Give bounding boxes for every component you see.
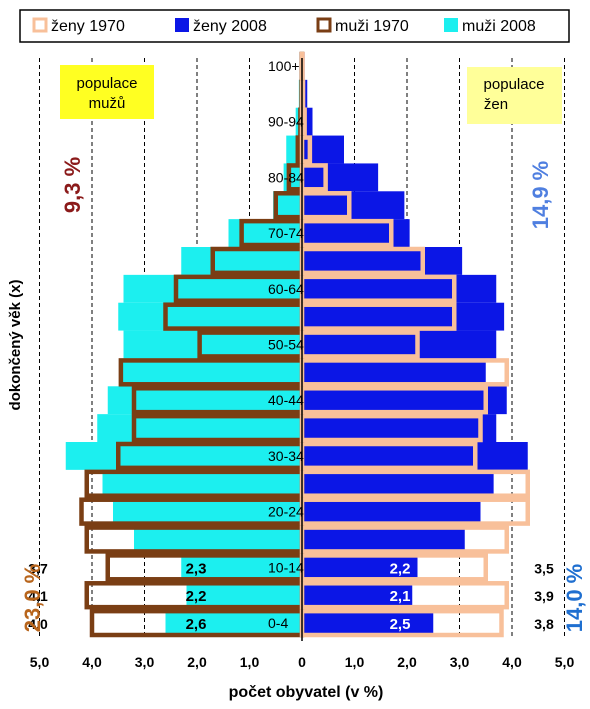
x-tick-label-6: 1,0 <box>345 654 365 670</box>
female-box-line-1: populace <box>484 76 545 93</box>
y-axis-title: dokončený věk (x) <box>7 280 24 411</box>
bar-male-2008-5-9 <box>186 581 302 610</box>
female-box-line-2: žen <box>484 96 508 113</box>
age-label-70-74: 70-74 <box>268 225 304 241</box>
bar-female-2008-50-54 <box>302 330 497 359</box>
bar-male-2008-40-44 <box>107 386 302 415</box>
male-box-line-2: mužů <box>89 95 126 112</box>
label-male-2008-10-14: 2,3 <box>186 560 207 577</box>
age-label-20-24: 20-24 <box>268 504 304 520</box>
bar-female-2008-65-69 <box>302 247 463 275</box>
bar-female-2008-55-59 <box>302 302 505 331</box>
bar-male-2008-35-39 <box>97 414 302 442</box>
data-labels: 2,6 2,2 2,3 4,0 4,1 3,7 2,5 2,1 2,2 3,8 3,9 3,5 <box>28 560 554 633</box>
male-young-percentage: 23,0 % <box>20 564 45 633</box>
x-tick-label-0: 5,0 <box>30 654 50 670</box>
x-tick-label-9: 4,0 <box>502 654 522 670</box>
bar-female-2008-40-44 <box>302 386 507 415</box>
bar-female-2008-25-29 <box>302 469 494 498</box>
bar-female-2008-5-9 <box>302 581 413 610</box>
legend-label-0: ženy 1970 <box>51 18 125 35</box>
label-male-2008-0-4: 2,6 <box>186 616 207 633</box>
x-tick-label-1: 4,0 <box>82 654 102 670</box>
x-tick-label-8: 3,0 <box>450 654 470 670</box>
bar-female-2008-80-84 <box>302 163 379 192</box>
label-male-1970-10-14: 3,7 <box>28 560 48 576</box>
label-male-1970-5-9: 4,1 <box>28 588 48 604</box>
label-female-1970-0-4: 3,8 <box>534 616 554 632</box>
bar-female-2008-10-14 <box>302 553 418 582</box>
age-label-40-44: 40-44 <box>268 392 304 408</box>
bar-female-2008-35-39 <box>302 414 497 442</box>
age-label-60-64: 60-64 <box>268 281 304 297</box>
x-tick-label-2: 3,0 <box>135 654 155 670</box>
female-population-box <box>467 67 562 124</box>
x-axis: 5,0 4,0 3,0 2,0 1,0 0 1,0 2,0 3,0 4,0 5,0 <box>30 654 575 670</box>
legend-swatch-3 <box>444 18 458 32</box>
age-label-80-84: 80-84 <box>268 169 304 185</box>
label-female-2008-10-14: 2,2 <box>390 560 411 577</box>
bar-male-2008-30-34 <box>65 442 302 470</box>
bar-female-2008-45-49 <box>302 358 486 387</box>
legend-items: ženy 1970 ženy 2008 muži 1970 muži 2008 <box>32 17 536 35</box>
bar-female-2008-60-64 <box>302 274 497 303</box>
bar-male-2008-25-29 <box>102 469 302 498</box>
age-label-90-94: 90-94 <box>268 114 304 130</box>
bar-female-2008-90-94 <box>302 107 313 136</box>
label-female-1970-10-14: 3,5 <box>534 560 554 576</box>
age-label-30-34: 30-34 <box>268 448 304 464</box>
age-label-50-54: 50-54 <box>268 337 304 353</box>
bar-female-2008-75-79 <box>302 191 405 220</box>
label-female-2008-5-9: 2,1 <box>390 588 411 605</box>
x-tick-label-5: 0 <box>298 654 306 670</box>
age-label-100+: 100+ <box>268 58 300 74</box>
legend-label-2: muži 1970 <box>335 18 409 35</box>
bar-male-2008-20-24 <box>113 497 302 526</box>
bar-male-2008-65-69 <box>181 247 302 275</box>
label-male-1970-0-4: 4,0 <box>28 616 48 632</box>
legend-swatch-1 <box>175 18 189 32</box>
age-label-10-14: 10-14 <box>268 559 304 575</box>
female-old-percentage: 14,9 % <box>528 161 553 230</box>
male-old-percentage: 9,3 % <box>60 157 85 213</box>
bar-male-2008-50-54 <box>123 330 302 359</box>
legend-label-1: ženy 2008 <box>193 18 267 35</box>
male-population-box <box>60 65 154 119</box>
bar-female-2008-15-19 <box>302 525 465 554</box>
label-male-2008-5-9: 2,2 <box>186 588 207 605</box>
label-female-1970-5-9: 3,9 <box>534 588 554 604</box>
age-labels: 0-4 10-14 20-24 30-34 40-44 50-54 60-64 70-74 80… <box>268 58 304 631</box>
male-box-line-1: populace <box>77 75 138 92</box>
x-tick-label-4: 1,0 <box>240 654 260 670</box>
x-tick-label-7: 2,0 <box>397 654 417 670</box>
bar-female-2008-0-4 <box>302 609 434 637</box>
label-female-2008-0-4: 2,5 <box>390 616 411 633</box>
bar-male-2008-45-49 <box>120 358 302 387</box>
x-axis-title: počet obyvatel (v %) <box>229 684 384 701</box>
bar-male-2008-10-14 <box>181 553 302 582</box>
bar-female-2008-30-34 <box>302 442 528 470</box>
x-tick-label-3: 2,0 <box>187 654 207 670</box>
legend: ženy 1970 ženy 2008 muži 1970 muži 2008 <box>19 9 570 43</box>
legend-label-3: muži 2008 <box>462 18 536 35</box>
legend-frame <box>19 9 570 43</box>
x-tick-label-10: 5,0 <box>555 654 575 670</box>
bar-female-2008-20-24 <box>302 497 481 526</box>
legend-swatch-0 <box>32 17 48 33</box>
bar-male-2008-55-59 <box>118 302 302 331</box>
bar-male-2008-0-4 <box>165 609 302 637</box>
legend-swatch-2 <box>316 17 332 33</box>
female-young-percentage: 14,0 % <box>562 564 587 633</box>
bars <box>65 51 530 641</box>
age-label-0-4: 0-4 <box>268 615 288 631</box>
bar-male-2008-60-64 <box>123 274 302 303</box>
bar-male-2008-15-19 <box>134 525 302 554</box>
